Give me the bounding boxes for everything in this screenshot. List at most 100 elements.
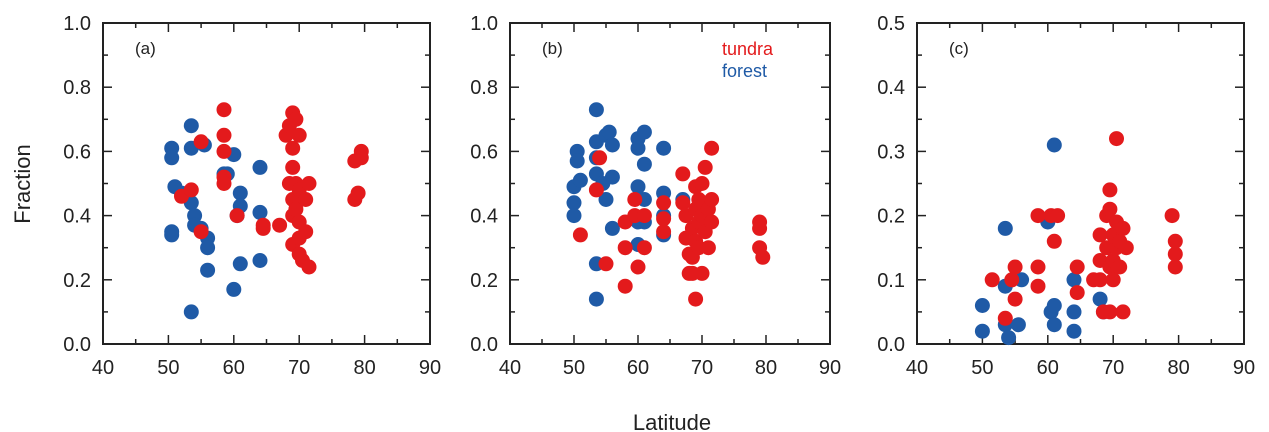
- x-tick-label: 80: [353, 357, 375, 379]
- x-tick-label: 80: [1167, 357, 1189, 379]
- tundra-point: [675, 195, 691, 211]
- forest-point: [1066, 272, 1082, 288]
- tundra-point: [636, 208, 652, 224]
- tundra-point: [627, 192, 643, 207]
- x-tick-label: 70: [691, 357, 713, 379]
- tundra-point: [697, 159, 713, 175]
- forest-point: [604, 220, 620, 236]
- forest-point: [200, 240, 216, 256]
- tundra-point: [1007, 291, 1023, 307]
- tundra-point: [229, 208, 245, 224]
- tundra-point: [288, 111, 304, 127]
- panel-c: 40 50 60 70 80 90 0.0 0.1 0.2 0.3 0.4 0.5 (c): [877, 13, 1255, 379]
- x-tick-label: 90: [1233, 357, 1255, 379]
- x-tick-label: 40: [906, 357, 928, 379]
- tundra-point: [193, 134, 209, 150]
- tundra-point: [617, 240, 633, 256]
- x-tick-label: 50: [971, 357, 993, 379]
- tundra-point: [285, 140, 301, 156]
- x-tick-label: 90: [419, 357, 441, 379]
- y-tick-label: 0.5: [877, 13, 905, 35]
- forest-point: [1010, 317, 1026, 333]
- forest-point: [1066, 304, 1082, 320]
- y-tick-label: 0.6: [470, 141, 498, 163]
- tundra-point: [572, 227, 588, 243]
- tundra-point: [1102, 201, 1118, 217]
- forest-point: [232, 256, 248, 272]
- tundra-point: [1069, 285, 1085, 301]
- tundra-point: [288, 201, 304, 217]
- forest-point: [566, 195, 582, 211]
- forest-point: [569, 153, 585, 169]
- forest-point: [164, 227, 180, 243]
- y-tick-label: 0.0: [470, 334, 498, 356]
- tundra-point: [694, 265, 710, 281]
- tundra-point: [755, 249, 771, 265]
- forest-point: [1066, 323, 1082, 339]
- tundra-point: [1102, 182, 1118, 198]
- tundra-point: [752, 220, 768, 236]
- x-tick-label: 60: [1037, 357, 1059, 379]
- x-tick-label: 40: [499, 357, 521, 379]
- y-tick-label: 1.0: [63, 13, 91, 35]
- panels: 40 50 60 70 80 90 0.0 0.2 0.4 0.6 0.8 1.0 (a) 40 50 60 7…: [63, 13, 1255, 379]
- x-tick-label: 80: [755, 357, 777, 379]
- forest-point: [183, 118, 199, 134]
- tundra-point: [1118, 240, 1134, 256]
- forest-point: [604, 137, 620, 153]
- y-tick-label: 0.4: [63, 206, 91, 228]
- tundra-point: [183, 182, 199, 198]
- tundra-point: [216, 127, 232, 143]
- tundra-point: [997, 310, 1013, 326]
- tundra-point: [598, 256, 614, 272]
- series-tundra: [572, 140, 771, 307]
- forest-point: [656, 140, 672, 156]
- forest-point: [1046, 137, 1062, 153]
- tundra-point: [1092, 227, 1108, 243]
- forest-point: [200, 262, 216, 278]
- tundra-point: [700, 240, 716, 256]
- tundra-point: [298, 224, 314, 240]
- tundra-point: [1004, 272, 1020, 288]
- series-tundra: [174, 102, 369, 275]
- x-tick-label: 70: [1102, 357, 1124, 379]
- tundra-point: [298, 192, 314, 207]
- tundra-point: [1167, 246, 1183, 262]
- tundra-point: [350, 185, 366, 201]
- tundra-point: [1164, 208, 1180, 224]
- x-tick-label: 40: [92, 357, 114, 379]
- y-tick-label: 0.2: [63, 270, 91, 292]
- tundra-point: [656, 211, 672, 227]
- forest-point: [630, 179, 646, 195]
- tundra-point: [704, 214, 720, 230]
- tundra-point: [1115, 304, 1131, 320]
- y-tick-label: 0.2: [877, 206, 905, 228]
- tundra-point: [636, 240, 652, 256]
- forest-point: [997, 220, 1013, 236]
- series-forest: [974, 137, 1111, 346]
- tundra-point: [1167, 233, 1183, 249]
- y-tick-label: 0.1: [877, 270, 905, 292]
- forest-point: [572, 172, 588, 188]
- forest-point: [598, 192, 614, 207]
- tundra-point: [984, 272, 1000, 288]
- forest-point: [588, 291, 604, 307]
- y-tick-label: 1.0: [470, 13, 498, 35]
- forest-point: [252, 159, 268, 175]
- tundra-point: [1069, 259, 1085, 275]
- forest-point: [226, 281, 242, 297]
- tundra-point: [1030, 259, 1046, 275]
- tundra-point: [1030, 208, 1046, 224]
- tundra-point: [588, 182, 604, 198]
- series-forest: [566, 102, 691, 307]
- forest-point: [232, 185, 248, 201]
- forest-point: [183, 304, 199, 320]
- tundra-point: [301, 176, 317, 191]
- plot-frame: [509, 22, 831, 345]
- forest-point: [252, 204, 268, 220]
- tundra-point: [291, 127, 307, 143]
- tundra-point: [1115, 220, 1131, 236]
- x-tick-label: 60: [627, 357, 649, 379]
- y-tick-label: 0.0: [877, 334, 905, 356]
